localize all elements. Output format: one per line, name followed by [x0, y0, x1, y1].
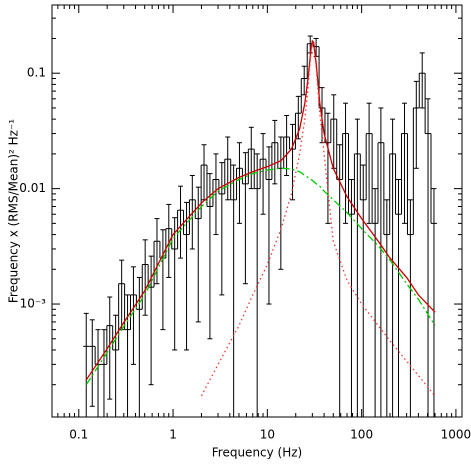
- x-tick-label: 1000: [441, 428, 471, 442]
- y-tick-label: 0.1: [27, 66, 46, 80]
- x-tick-label: 0.1: [69, 428, 88, 442]
- y-tick-label: 0.01: [19, 181, 46, 195]
- model-line: [85, 167, 436, 386]
- x-tick-label: 1: [169, 428, 177, 442]
- y-axis-label: Frequency x (RMS/Mean)² Hz⁻¹: [7, 119, 21, 303]
- x-tick-label: 10: [260, 428, 275, 442]
- model-line: [85, 39, 436, 381]
- x-tick-label: 100: [350, 428, 373, 442]
- y-tick-label: 10⁻³: [20, 297, 47, 311]
- plot-area: [83, 35, 437, 417]
- x-axis-label: Frequency (Hz): [212, 446, 303, 460]
- model-line: [200, 42, 436, 397]
